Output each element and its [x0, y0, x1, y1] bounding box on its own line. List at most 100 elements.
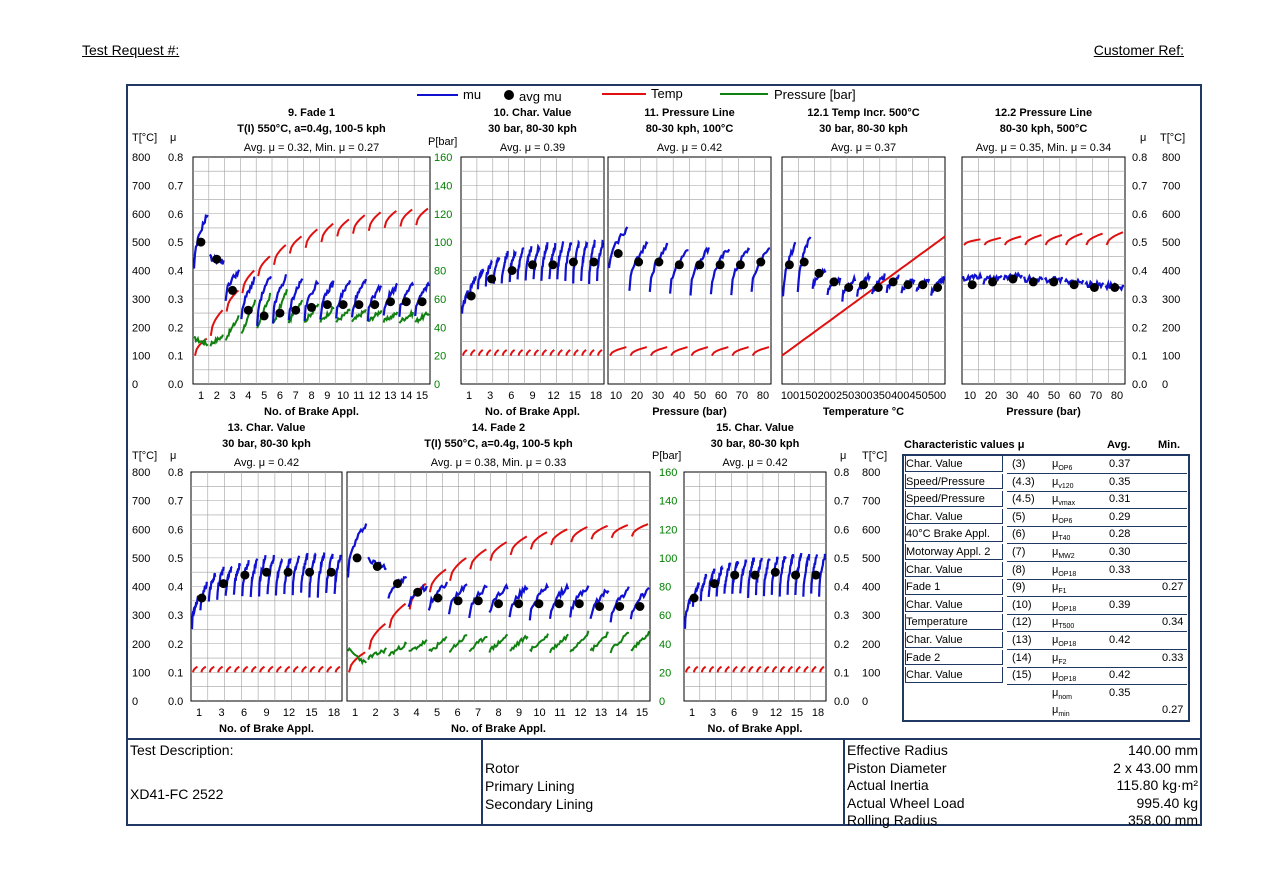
- avg-mu-marker: [528, 260, 537, 270]
- temp-curve: [819, 665, 825, 673]
- panel-subtitle: T(I) 550°C, a=0.4g, 100-5 kph: [237, 123, 386, 135]
- y-tick-mu-left: 0.5: [168, 553, 183, 565]
- cv-name: [905, 702, 1003, 718]
- y-tick-mu-left: 0.6: [168, 209, 183, 221]
- cv-number: (5): [1012, 510, 1026, 523]
- cv-row: Char. Value (3) μOP6 0.37: [904, 456, 1188, 474]
- cv-avg: 0.42: [1109, 633, 1131, 646]
- avg-mu-marker: [654, 257, 664, 267]
- x-tick-label: 9: [324, 390, 330, 402]
- avg-mu-marker: [228, 285, 237, 295]
- x-tick-label: 60: [1069, 390, 1081, 402]
- y-tick-mu-right: 0.4: [834, 582, 849, 594]
- temp-curve: [711, 346, 729, 357]
- x-tick-label: 450: [909, 390, 927, 402]
- temp-curve: [795, 665, 801, 673]
- x-tick-label: 14: [615, 707, 627, 719]
- mu-curve: [287, 278, 304, 321]
- temp-curve: [368, 622, 387, 650]
- x-tick-label: 6: [277, 390, 283, 402]
- y-tick-temp-right: 0: [862, 696, 868, 708]
- pressure-curve: [398, 308, 415, 324]
- cv-row-rule: [1007, 632, 1187, 650]
- temp-curve: [192, 665, 198, 673]
- avg-mu-marker: [1028, 277, 1038, 287]
- pressure-curve: [347, 646, 367, 666]
- pressure-curve: [428, 636, 448, 653]
- y-tick-mu-left: 0.2: [168, 639, 183, 651]
- x-tick-label: 20: [985, 390, 997, 402]
- temp-curve: [629, 346, 648, 357]
- temp-curve: [200, 665, 207, 673]
- cv-number: (10): [1012, 598, 1032, 611]
- x-tick-label: 18: [590, 390, 602, 402]
- x-tick-label: 60: [715, 390, 727, 402]
- cv-row-rule: [1007, 491, 1187, 510]
- cv-symbol-subscript: min: [1058, 711, 1070, 719]
- temp-curve: [740, 665, 746, 673]
- panel-title: 15. Char. Value: [716, 422, 794, 434]
- temp-curve: [267, 665, 274, 673]
- x-tick-label: 12: [369, 390, 381, 402]
- x-tick-label: 80: [1111, 390, 1123, 402]
- cv-symbol: μvmax: [1052, 493, 1076, 508]
- cv-row-rule: [1007, 544, 1187, 562]
- y-tick-temp-right: 700: [1162, 180, 1180, 192]
- panel-subtitle: 30 bar, 80-30 kph: [819, 123, 908, 135]
- x-tick-label: 12: [574, 707, 586, 719]
- cv-row: Char. Value (8) μOP18 0.33: [904, 561, 1188, 580]
- mu-curve: [350, 278, 367, 318]
- mu-curve: [240, 276, 256, 320]
- x-tick-label: 12: [548, 390, 560, 402]
- avg-mu-marker: [218, 579, 228, 589]
- pressure-curve: [589, 631, 609, 653]
- temp-curve: [242, 665, 249, 673]
- avg-mu-marker: [259, 311, 269, 321]
- pressure-curve: [224, 315, 240, 341]
- temp-curve: [610, 524, 629, 539]
- pressure-curve: [335, 308, 351, 323]
- cv-avg: 0.31: [1109, 493, 1131, 506]
- pressure-curve: [240, 299, 257, 334]
- pressure-curve: [488, 633, 509, 653]
- x-tick-label: 3: [218, 707, 224, 719]
- mu-curve: [488, 582, 509, 613]
- temp-curve: [304, 228, 318, 249]
- temp-curve: [320, 222, 334, 243]
- mu-curve: [508, 584, 529, 618]
- x-tick-label: 15: [305, 707, 317, 719]
- x-tick-label: 5: [434, 707, 440, 719]
- cv-row: μmin 0.27: [904, 702, 1188, 720]
- temp-curve: [732, 665, 738, 673]
- x-tick-label: 10: [337, 390, 349, 402]
- temp-curve: [489, 541, 508, 561]
- mu-curve: [271, 274, 287, 324]
- y-tick-pressure: 20: [434, 351, 446, 363]
- x-axis-label: No. of Brake Appl.: [708, 723, 803, 735]
- x-tick-label: 50: [694, 390, 706, 402]
- cv-symbol-subscript: MW2: [1058, 553, 1075, 561]
- mu-curve: [346, 523, 368, 578]
- mu-curve: [778, 556, 787, 597]
- y-tick-mu-left: 0.3: [168, 294, 183, 306]
- temp-curve: [590, 524, 609, 540]
- y-tick-temp-right: 0: [1162, 379, 1168, 391]
- avg-mu-marker: [791, 570, 801, 580]
- temp-curve: [692, 665, 699, 673]
- temp-curve: [557, 349, 563, 356]
- spec-key: Actual Inertia: [847, 777, 929, 793]
- temp-curve: [383, 210, 397, 229]
- temp-curve: [259, 665, 266, 673]
- cv-avg: 0.30: [1109, 545, 1131, 558]
- mu-curve: [447, 583, 468, 615]
- temp-curve: [217, 665, 224, 673]
- panel-subtitle: 30 bar, 80-30 kph: [222, 438, 311, 450]
- spec-row: Actual Inertia 115.80 kg·m²: [845, 777, 1200, 794]
- x-tick-label: 9: [263, 707, 269, 719]
- cv-number: (15): [1012, 669, 1032, 682]
- temp-curve: [1105, 231, 1124, 246]
- avg-mu-marker: [967, 280, 977, 290]
- cv-symbol: μOP6: [1052, 458, 1073, 473]
- panel-subtitle: 30 bar, 80-30 kph: [711, 438, 800, 450]
- y-tick-mu-left: 0.7: [168, 180, 183, 192]
